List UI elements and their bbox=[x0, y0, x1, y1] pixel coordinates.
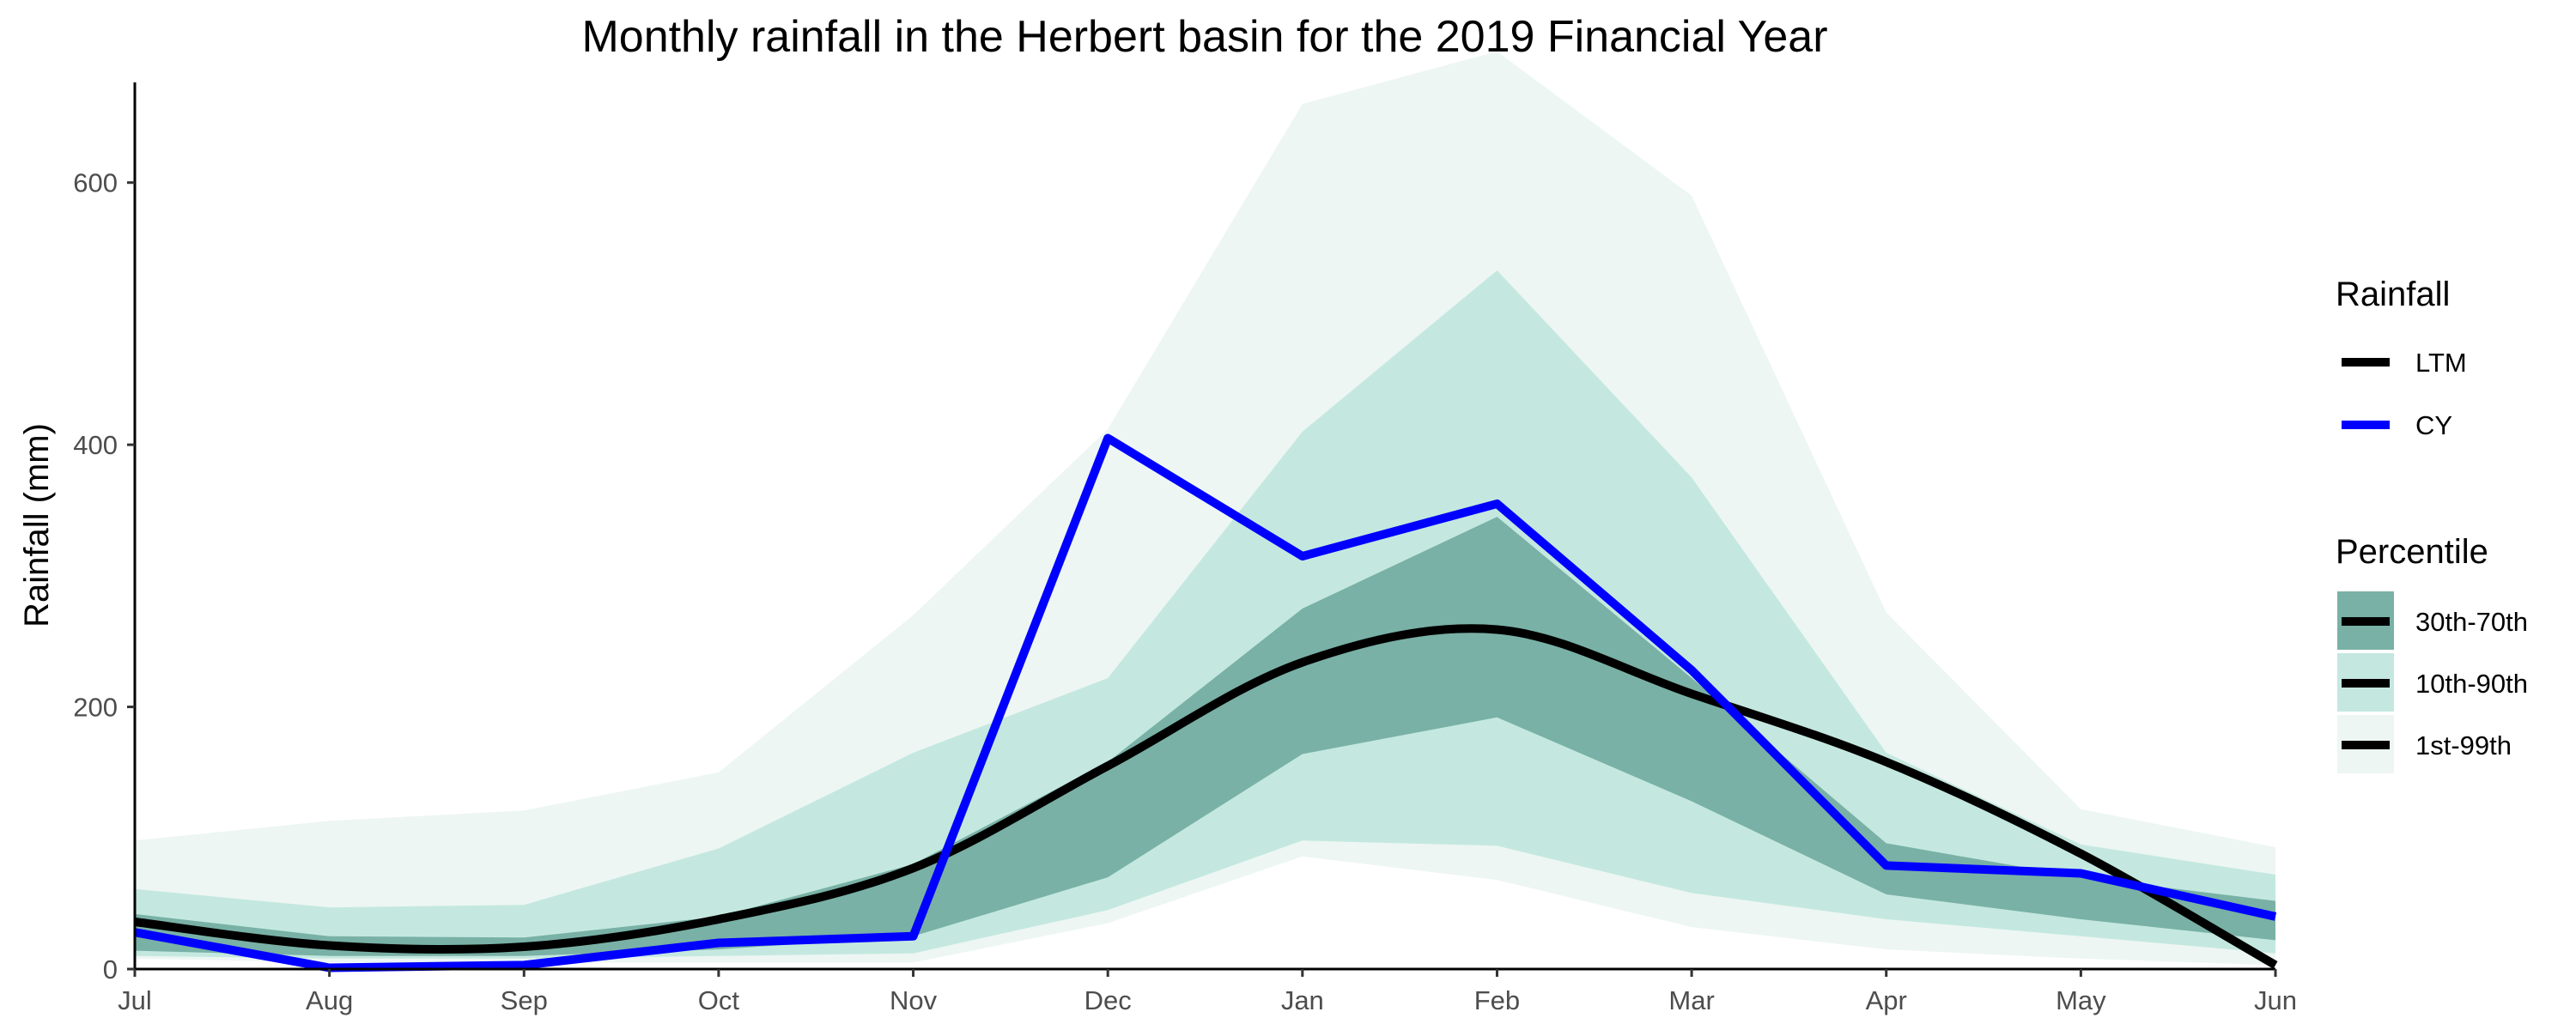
x-tick-label: Oct bbox=[698, 985, 740, 1015]
legend-label-band-10th-90th: 10th-90th bbox=[2415, 669, 2528, 699]
legend-title-percentile: Percentile bbox=[2336, 533, 2488, 571]
legend-label-ltm: LTM bbox=[2415, 348, 2467, 378]
y-tick-label: 600 bbox=[73, 168, 118, 198]
x-tick-label: Aug bbox=[306, 985, 353, 1015]
y-ticks: 0 200 400 600 bbox=[73, 168, 135, 985]
legend-title-rainfall: Rainfall bbox=[2336, 276, 2450, 313]
x-tick-label: Feb bbox=[1474, 985, 1520, 1015]
band-30th-70th bbox=[135, 517, 2275, 956]
y-tick-label: 400 bbox=[73, 430, 118, 460]
x-tick-label: Apr bbox=[1866, 985, 1907, 1015]
x-tick-label: Nov bbox=[890, 985, 938, 1015]
legend-label-band-30th-70th: 30th-70th bbox=[2415, 607, 2528, 637]
x-tick-label: May bbox=[2056, 985, 2106, 1015]
series-line-cy bbox=[134, 433, 2277, 972]
series-line-ltm bbox=[134, 624, 2278, 969]
series-lines bbox=[134, 433, 2278, 972]
x-tick-label: Mar bbox=[1668, 985, 1714, 1015]
legend-label-band-1st-99th: 1st-99th bbox=[2415, 730, 2512, 760]
x-tick-label: Sep bbox=[501, 985, 548, 1015]
legend: Rainfall LTM CY Percentile 30th-70th 10th-… bbox=[2336, 276, 2528, 773]
x-tick-label: Jan bbox=[1281, 985, 1324, 1015]
legend-series: LTM CY bbox=[2342, 348, 2467, 440]
x-ticks: Jul Aug Sep Oct Nov Dec Jan Feb Mar Apr May Jun bbox=[118, 969, 2297, 1015]
percentile-bands bbox=[135, 52, 2275, 966]
axes bbox=[133, 82, 2275, 971]
y-axis-title: Rainfall (mm) bbox=[18, 423, 56, 627]
chart-title: Monthly rainfall in the Herbert basin fo… bbox=[581, 12, 1827, 62]
y-tick-label: 200 bbox=[73, 693, 118, 723]
y-tick-label: 0 bbox=[103, 954, 118, 985]
legend-bands: 30th-70th 10th-90th 1st-99th bbox=[2337, 591, 2528, 773]
x-tick-label: Jul bbox=[118, 985, 152, 1015]
x-tick-label: Dec bbox=[1084, 985, 1132, 1015]
legend-label-cy: CY bbox=[2415, 410, 2452, 440]
x-tick-label: Jun bbox=[2254, 985, 2297, 1015]
